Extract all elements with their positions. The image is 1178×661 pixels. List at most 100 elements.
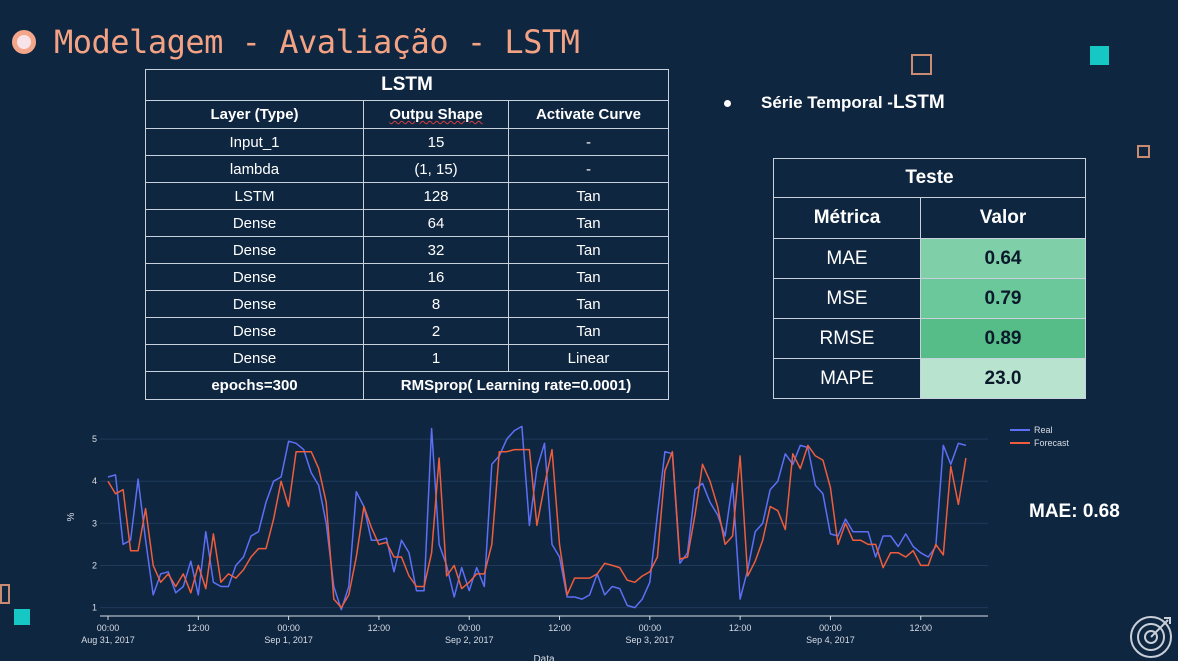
layer-type-cell: lambda [145,155,364,183]
table-row: Dense 16 Tan [145,263,669,291]
forecast-line-chart: 1 2 3 4 5 00:00 Aug 31, 2017 12:00 00:00 Sep 1, 2… [66,425,1070,661]
y-tick-label: 2 [92,560,97,570]
y-axis-label: % [66,512,77,521]
metric-name-cell: MSE [773,278,921,319]
table-row: Dense 1 Linear [145,344,669,372]
decorative-square-outline [911,54,932,75]
slide-title-row: Modelagem - Avaliação - LSTM [12,18,580,66]
chart-legend: Real Forecast [1010,425,1070,448]
metrics-table-caption: Teste [773,158,1086,198]
x-tick-date-label: Sep 1, 2017 [264,635,313,645]
metrics-header-value: Valor [920,197,1086,239]
table-row: LSTM 128 Tan [145,182,669,210]
layer-shape-cell: 1 [363,344,509,372]
layer-activation-cell: Tan [508,290,669,318]
x-tick-label: 00:00 [639,623,662,633]
x-tick-label: 00:00 [97,623,120,633]
layer-shape-cell: 16 [363,263,509,291]
table-row: Dense 2 Tan [145,317,669,345]
metric-value-cell: 0.64 [920,238,1086,279]
layer-activation-cell: Tan [508,263,669,291]
layer-shape-cell: 8 [363,290,509,318]
legend-label-real: Real [1034,425,1053,435]
decorative-square-outline-left [0,584,10,604]
mae-label: MAE: 0.68 [1029,501,1120,522]
layers-header-type: Layer (Type) [145,100,364,129]
y-tick-label: 3 [92,518,97,528]
bullet-dot-icon [724,99,731,107]
circle-bullet-icon [12,30,36,54]
metric-value-cell: 0.89 [920,318,1086,359]
layer-type-cell: LSTM [145,182,364,210]
y-tick-label: 5 [92,434,97,444]
x-tick-label: 12:00 [909,623,932,633]
layer-type-cell: Dense [145,209,364,237]
x-tick-label: 12:00 [187,623,210,633]
metric-value-cell: 23.0 [920,358,1086,399]
epochs-cell: epochs=300 [145,371,364,400]
layers-table-caption: LSTM [145,69,669,101]
x-tick-label: 12:00 [729,623,752,633]
x-tick-label: 00:00 [458,623,481,633]
layer-shape-cell: (1, 15) [363,155,509,183]
decorative-square-teal-left [14,609,30,625]
layer-shape-cell: 15 [363,128,509,156]
layer-activation-cell: Linear [508,344,669,372]
layers-header-activation: Activate Curve [508,100,669,129]
layer-type-cell: Dense [145,344,364,372]
decorative-square-teal [1090,46,1109,65]
x-tick-label: 12:00 [548,623,571,633]
metric-value-cell: 0.79 [920,278,1086,319]
layer-activation-cell: Tan [508,317,669,345]
x-tick-label: 00:00 [277,623,300,633]
legend-label-forecast: Forecast [1034,438,1070,448]
layer-shape-cell: 2 [363,317,509,345]
layer-shape-cell: 64 [363,209,509,237]
chart-gridlines [100,438,988,609]
metric-name-cell: MAE [773,238,921,279]
optimizer-cell: RMSprop( Learning rate=0.0001) [363,371,669,400]
layer-shape-cell: 128 [363,182,509,210]
chart-axes: 1 2 3 4 5 00:00 Aug 31, 2017 12:00 00:00 Sep 1, 2… [66,434,988,661]
layer-shape-cell: 32 [363,236,509,264]
slide-title: Modelagem - Avaliação - LSTM [54,23,580,61]
layer-type-cell: Dense [145,317,364,345]
bullet-prefix: Série Temporal - [761,93,893,112]
target-icon [1130,616,1172,658]
table-row: lambda (1, 15) - [145,155,669,183]
table-row: RMSE 0.89 [773,318,1086,359]
layer-activation-cell: - [508,128,669,156]
layers-header-shape: Outpu Shape [363,100,509,129]
x-tick-label: 12:00 [368,623,391,633]
x-tick-date-label: Sep 4, 2017 [806,635,855,645]
table-row: Dense 8 Tan [145,290,669,318]
series-line-real [107,425,967,611]
x-tick-date-label: Sep 2, 2017 [445,635,494,645]
y-tick-label: 1 [92,603,97,613]
chart-series [107,425,967,611]
table-row: Input_1 15- [145,128,669,156]
y-tick-label: 4 [92,476,97,486]
x-tick-date-label: Sep 3, 2017 [626,635,675,645]
decorative-square-outline-small [1137,145,1150,158]
metric-name-cell: RMSE [773,318,921,359]
table-row: MAE 0.64 [773,238,1086,279]
metrics-header-metric: Métrica [773,197,921,239]
layer-activation-cell: - [508,155,669,183]
table-row: MSE 0.79 [773,278,1086,319]
metric-name-cell: MAPE [773,358,921,399]
table-row: Dense 32 Tan [145,236,669,264]
layer-activation-cell: Tan [508,236,669,264]
layer-type-cell: Dense [145,236,364,264]
layers-header-shape-text: Outpu Shape [389,106,483,123]
series-line-forecast [107,444,967,609]
bullet-strong: LSTM [892,92,945,113]
metrics-table: Teste Métrica Valor MAE 0.64 MSE 0.79 RMSE… [773,158,1086,399]
x-tick-label: 00:00 [819,623,842,633]
table-row: Dense 64 Tan [145,209,669,237]
layer-type-cell: Dense [145,263,364,291]
table-row: MAPE 23.0 [773,358,1086,399]
layer-type-cell: Input_1 [145,128,364,156]
x-tick-date-label: Aug 31, 2017 [81,635,135,645]
layer-activation-cell: Tan [508,209,669,237]
